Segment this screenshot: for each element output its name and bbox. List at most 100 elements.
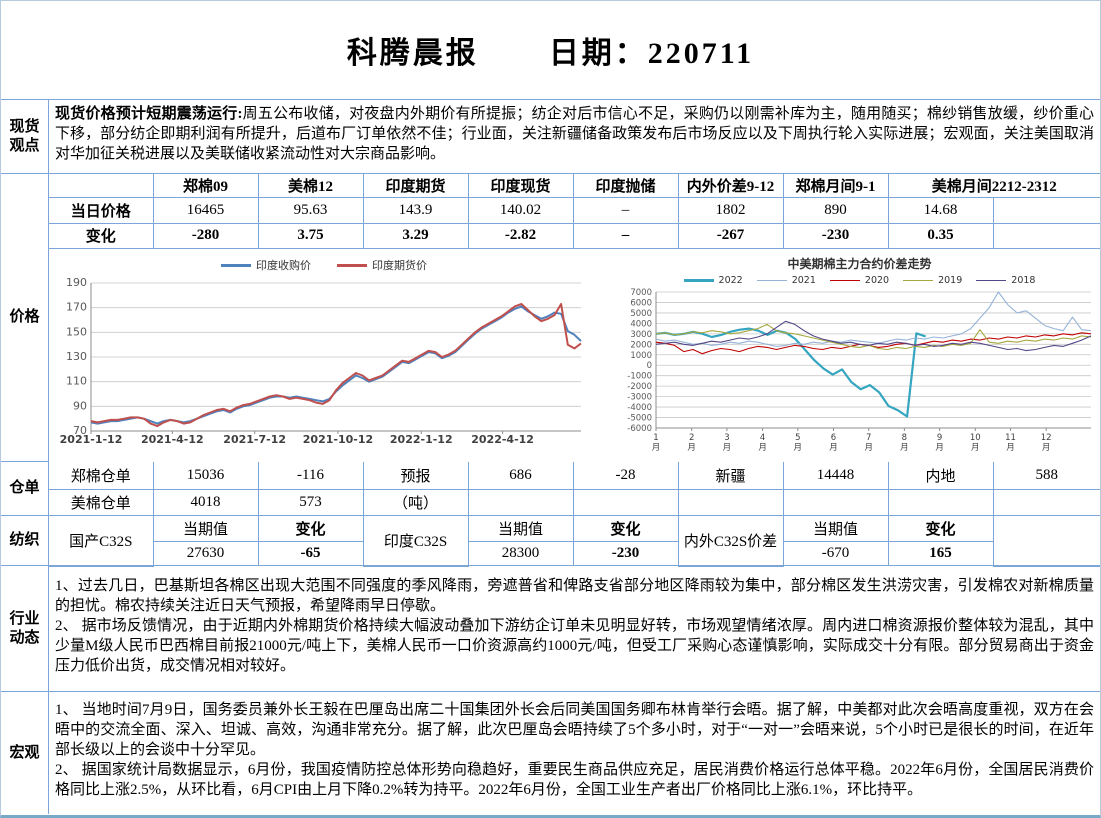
warehouse-cell: 郑棉仓单 (49, 462, 154, 490)
svg-text:0: 0 (647, 361, 652, 371)
price-col-header: 郑棉09 (152, 174, 259, 198)
legend-line-swatch (903, 279, 934, 282)
textile-group-name: 内外C32S价差 (677, 516, 784, 567)
price-today-cell: – (572, 196, 679, 224)
price-today-cell: 140.02 (467, 196, 574, 224)
svg-text:7: 7 (866, 433, 871, 443)
legend-item: 2022 (683, 275, 743, 286)
spread-chart-title: 中美期棉主力合约价差走势 (787, 257, 932, 271)
legend-label: 2018 (1011, 275, 1036, 286)
svg-text:2021-4-12: 2021-4-12 (141, 433, 204, 446)
india-chart-legend: 印度收购价 印度期货价 (59, 257, 589, 273)
india-price-chart-plot: 190 170 150 130 110 90 70 2021-1-12 2021-4-12 202… (59, 276, 589, 462)
textile-change-label: 变化 (572, 516, 679, 542)
price-col-header: 印度现货 (467, 174, 574, 198)
spot-lead: 现货价格预计短期震荡运行: (55, 106, 243, 122)
svg-text:5: 5 (795, 433, 800, 443)
svg-text:2022-1-12: 2022-1-12 (390, 433, 453, 446)
warehouse-cell: -116 (257, 462, 364, 490)
price-change-cell: -230 (782, 222, 889, 248)
svg-text:月: 月 (652, 443, 661, 453)
legend-label: 2021 (791, 275, 816, 286)
price-band-label: 价格 (1, 174, 49, 461)
price-row-header: 变化 (49, 222, 154, 248)
legend-item: 2021 (756, 275, 816, 286)
spread-chart-legend: 2022 2021 2020 2019 2018 (618, 275, 1100, 286)
svg-text:3: 3 (724, 433, 729, 443)
spread-chart-plot: 7000 6000 5000 4000 3000 2000 1000 0 -1000 -2000-… (618, 288, 1100, 461)
spot-band: 现货观点 现货价格预计短期震荡运行:周五公布收储，对夜盘内外期价有所提振；纺企对… (1, 100, 1100, 174)
svg-text:2021-1-12: 2021-1-12 (60, 433, 123, 446)
svg-text:月: 月 (794, 443, 803, 453)
svg-text:150: 150 (66, 325, 87, 338)
textile-change-value: -65 (257, 540, 364, 566)
svg-text:2000: 2000 (630, 340, 652, 350)
legend-item: 2019 (903, 275, 962, 286)
legend-line-swatch (976, 279, 1007, 282)
macro-text: 1、 当地时间7月9日，国务委员兼外长王毅在巴厘岛出席二十国集团外长会后同美国国… (49, 692, 1100, 814)
svg-text:6000: 6000 (630, 298, 652, 308)
macro-band: 宏观 1、 当地时间7月9日，国务委员兼外长王毅在巴厘岛出席二十国集团外长会后同… (1, 692, 1100, 814)
warehouse-table: 郑棉仓单 15036 -116 预报 686 -28 新疆 14448 内地 5… (49, 462, 1100, 516)
price-change-cell: 3.29 (362, 222, 469, 248)
warehouse-cell: 14448 (782, 462, 889, 490)
warehouse-cell (572, 488, 679, 516)
legend-line-swatch (756, 279, 787, 282)
price-col-header: 郑棉月间9-1 (782, 174, 889, 198)
textile-change-value: -230 (572, 540, 679, 566)
svg-text:月: 月 (829, 443, 838, 453)
svg-text:-2000: -2000 (627, 382, 652, 392)
svg-text:2021-10-12: 2021-10-12 (303, 433, 373, 446)
legend-line-swatch (829, 279, 860, 282)
svg-text:12: 12 (1041, 433, 1052, 443)
warehouse-cell: 新疆 (677, 462, 784, 490)
textile-change-label: 变化 (887, 516, 994, 542)
svg-text:8: 8 (902, 433, 907, 443)
svg-text:10: 10 (970, 433, 981, 443)
industry-item: 2、 据市场反馈情况，由于近期内外棉期货价格持续大幅波动叠加下游纺企订单未见明显… (55, 618, 1094, 674)
textile-current-value: 27630 (152, 540, 259, 566)
svg-text:4000: 4000 (630, 319, 652, 329)
warehouse-cell: 686 (467, 462, 574, 490)
svg-text:7000: 7000 (630, 288, 652, 298)
svg-text:3000: 3000 (630, 330, 652, 340)
warehouse-cell (677, 488, 784, 516)
price-corner-cell (49, 174, 154, 198)
svg-text:2022-4-12: 2022-4-12 (471, 433, 534, 446)
svg-text:2: 2 (689, 433, 694, 443)
textile-content: 国产C32S 当期值 变化 印度C32S 当期值 变化 内外C32S价差 当期值… (49, 516, 1100, 567)
industry-item: 1、过去几日，巴基斯坦各棉区出现大范围不同强度的季风降雨，旁遮普省和俾路支省部分… (55, 578, 1094, 614)
legend-label: 2019 (938, 275, 963, 286)
series-2018 (655, 320, 1092, 352)
textile-empty-cell (992, 516, 1100, 567)
svg-text:5000: 5000 (630, 309, 652, 319)
svg-text:-6000: -6000 (627, 424, 652, 434)
warehouse-content: 郑棉仓单 15036 -116 预报 686 -28 新疆 14448 内地 5… (49, 462, 1100, 516)
warehouse-cell: 573 (257, 488, 364, 516)
legend-line-swatch (683, 279, 714, 282)
legend-label: 印度期货价 (372, 259, 427, 272)
industry-band: 行业动态 1、过去几日，巴基斯坦各棉区出现大范围不同强度的季风降雨，旁遮普省和俾… (1, 566, 1100, 692)
legend-label: 2020 (864, 275, 890, 286)
svg-text:月: 月 (758, 443, 767, 453)
price-col-header: 印度期货 (362, 174, 469, 198)
price-col-header: 内外价差9-12 (677, 174, 784, 198)
svg-text:月: 月 (1006, 443, 1015, 453)
legend-item: 印度收购价 (221, 257, 311, 273)
svg-text:110: 110 (66, 375, 87, 388)
svg-text:190: 190 (66, 277, 87, 289)
textile-current-value: 28300 (467, 540, 574, 566)
price-change-cell: -280 (152, 222, 259, 248)
legend-line-swatch (337, 263, 367, 267)
svg-text:9: 9 (937, 433, 942, 443)
india-price-chart: 印度收购价 印度期货价 190 170 150 130 110 90 70 2021-1-12 2… (59, 249, 589, 463)
line-chart-svg: 70006000500040003000200010000-1000-2000-… (627, 288, 1092, 453)
svg-text:6: 6 (831, 433, 836, 443)
price-change-cell-empty (992, 222, 1100, 248)
price-content: 郑棉09 美棉12 印度期货 印度现货 印度抛储 内外价差9-12 郑棉月间9-… (49, 174, 1100, 463)
svg-text:月: 月 (723, 443, 732, 453)
price-change-cell: -267 (677, 222, 784, 248)
price-today-cell: 16465 (152, 196, 259, 224)
textile-band: 纺织 国产C32S 当期值 变化 印度C32S 当期值 变化 内外C32S价差 … (1, 516, 1100, 567)
